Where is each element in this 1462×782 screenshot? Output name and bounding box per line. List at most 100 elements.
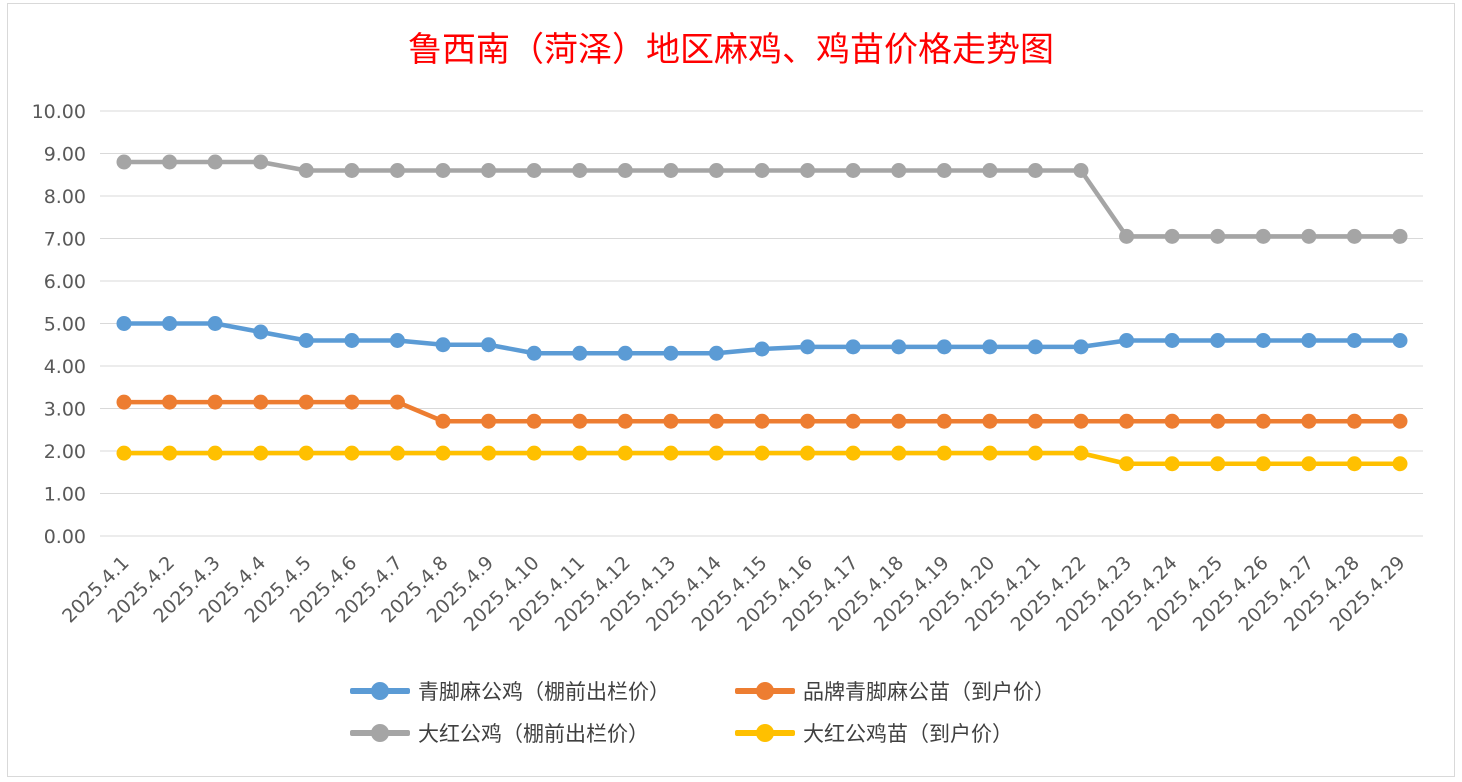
data-point bbox=[936, 445, 952, 461]
data-point bbox=[1119, 333, 1135, 348]
data-point bbox=[982, 339, 998, 355]
data-point bbox=[481, 445, 497, 461]
x-axis-labels: 2025.4.12025.4.22025.4.32025.4.42025.4.5… bbox=[58, 552, 1409, 636]
data-point bbox=[891, 163, 907, 178]
legend-label: 青脚麻公鸡（棚前出栏价） bbox=[418, 680, 670, 704]
data-point bbox=[891, 339, 907, 355]
data-point bbox=[1119, 413, 1135, 429]
legend-swatch-icon bbox=[350, 718, 410, 748]
data-point bbox=[572, 413, 588, 429]
data-point bbox=[435, 413, 451, 429]
data-point bbox=[116, 154, 132, 170]
data-point bbox=[1301, 456, 1317, 472]
data-point bbox=[663, 345, 679, 361]
data-point bbox=[435, 337, 451, 353]
legend-dot-2 bbox=[371, 724, 389, 742]
data-point bbox=[1119, 456, 1135, 472]
data-point bbox=[1346, 413, 1362, 429]
data-point bbox=[526, 345, 542, 361]
data-point bbox=[1164, 413, 1180, 429]
data-point bbox=[298, 333, 314, 348]
series-3 bbox=[116, 445, 1408, 472]
data-point bbox=[663, 413, 679, 429]
data-point bbox=[845, 339, 861, 355]
data-point bbox=[708, 163, 724, 178]
data-point bbox=[1255, 456, 1271, 472]
y-tick-label: 5.00 bbox=[44, 314, 86, 336]
y-axis-labels: 0.00 1.00 2.00 3.00 4.00 5.00 6.00 7.00 8.00 9.00… bbox=[32, 101, 86, 548]
data-point bbox=[982, 163, 998, 178]
data-point bbox=[1164, 456, 1180, 472]
data-point bbox=[344, 394, 360, 410]
data-point bbox=[481, 337, 497, 353]
data-point bbox=[663, 445, 679, 461]
chart-title: 鲁西南（菏泽）地区麻鸡、鸡苗价格走势图 bbox=[408, 30, 1054, 70]
data-point bbox=[572, 163, 588, 178]
legend-dot-0 bbox=[371, 682, 389, 700]
data-point bbox=[1073, 163, 1089, 178]
data-point bbox=[116, 445, 132, 461]
legend-swatch-icon bbox=[735, 718, 795, 748]
data-point bbox=[617, 345, 633, 361]
data-point bbox=[572, 345, 588, 361]
data-point bbox=[389, 445, 405, 461]
data-point bbox=[389, 163, 405, 178]
data-point bbox=[207, 394, 223, 410]
legend-dot-1 bbox=[756, 682, 774, 700]
data-point bbox=[1255, 413, 1271, 429]
data-point bbox=[754, 341, 770, 357]
y-tick-label: 10.00 bbox=[32, 101, 86, 123]
data-point bbox=[1210, 228, 1226, 244]
y-tick-label: 4.00 bbox=[44, 356, 86, 378]
data-point bbox=[1073, 339, 1089, 355]
data-point bbox=[754, 163, 770, 178]
legend-dot-3 bbox=[756, 724, 774, 742]
y-tick-label: 8.00 bbox=[44, 186, 86, 208]
data-point bbox=[800, 163, 816, 178]
data-point bbox=[481, 163, 497, 178]
data-point bbox=[1392, 333, 1408, 348]
data-point bbox=[936, 339, 952, 355]
legend-item-series-2: 大红公鸡（棚前出栏价） bbox=[350, 718, 735, 748]
y-tick-label: 2.00 bbox=[44, 441, 86, 463]
data-point bbox=[708, 345, 724, 361]
data-point bbox=[845, 445, 861, 461]
data-point bbox=[845, 163, 861, 178]
data-point bbox=[1392, 228, 1408, 244]
data-point bbox=[389, 333, 405, 348]
data-point bbox=[1255, 333, 1271, 348]
data-point bbox=[617, 445, 633, 461]
data-point bbox=[1255, 228, 1271, 244]
series-0 bbox=[116, 316, 1408, 361]
legend-label: 品牌青脚麻公苗（到户价） bbox=[803, 680, 1055, 704]
data-point bbox=[1027, 163, 1043, 178]
legend-item-series-3: 大红公鸡苗（到户价） bbox=[735, 718, 1135, 748]
data-point bbox=[982, 445, 998, 461]
series-2 bbox=[116, 154, 1408, 244]
data-point bbox=[1027, 413, 1043, 429]
data-point bbox=[162, 316, 178, 331]
data-point bbox=[481, 413, 497, 429]
data-point bbox=[845, 413, 861, 429]
data-point bbox=[253, 394, 269, 410]
legend-swatch-icon bbox=[735, 676, 795, 706]
data-point bbox=[1346, 228, 1362, 244]
data-point bbox=[1073, 445, 1089, 461]
data-point bbox=[253, 324, 269, 340]
data-point bbox=[1301, 333, 1317, 348]
data-point bbox=[1210, 456, 1226, 472]
data-point bbox=[800, 413, 816, 429]
data-point bbox=[572, 445, 588, 461]
data-point bbox=[1346, 456, 1362, 472]
data-point bbox=[800, 339, 816, 355]
data-point bbox=[936, 413, 952, 429]
y-tick-label: 0.00 bbox=[44, 526, 86, 548]
data-point bbox=[526, 445, 542, 461]
data-point bbox=[526, 163, 542, 178]
chart-legend: 青脚麻公鸡（棚前出栏价） 品牌青脚麻公苗（到户价） 大红公鸡（棚前出栏价） 大红… bbox=[350, 676, 1150, 748]
data-point bbox=[253, 445, 269, 461]
y-tick-label: 6.00 bbox=[44, 271, 86, 293]
data-point bbox=[389, 394, 405, 410]
